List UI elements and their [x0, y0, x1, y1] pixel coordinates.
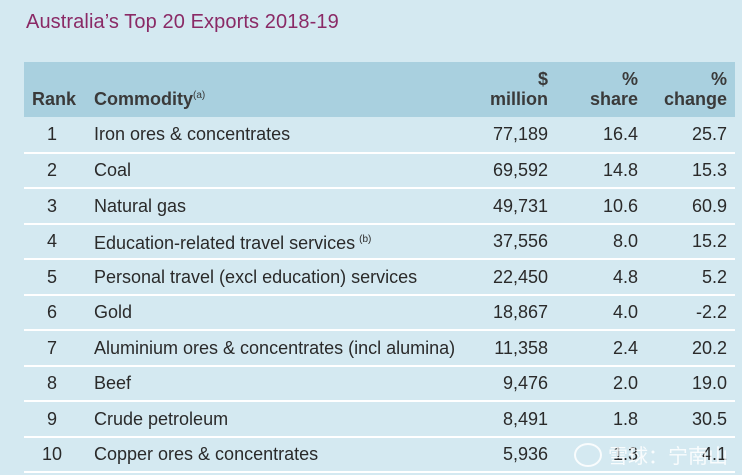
- change-cell: 15.2: [691, 231, 727, 252]
- share-cell: 4.8: [612, 266, 638, 287]
- rank-cell: 3: [46, 195, 57, 216]
- watermark-text: 雪球：宁南山: [608, 446, 728, 468]
- table-row: 6 Gold 18,867 4.0 -2.2: [24, 295, 735, 331]
- page-title: Australia’s Top 20 Exports 2018-19: [26, 11, 339, 33]
- header-value-line2: million: [490, 89, 548, 109]
- rank-cell: 7: [46, 337, 57, 358]
- value-cell: 5,936: [502, 444, 548, 465]
- header-change-line1: %: [710, 69, 727, 89]
- commodity-cell: Iron ores & concentrates: [86, 117, 466, 153]
- value-cell: 8,491: [502, 408, 548, 429]
- commodity-label: Beef: [94, 373, 132, 394]
- header-row: Rank Commodity(a) $ million % share % chang…: [24, 62, 735, 117]
- value-cell: 49,731: [492, 195, 548, 216]
- rank-cell: 1: [46, 124, 57, 145]
- rank-cell: 10: [41, 444, 63, 465]
- watermark: 雪球：宁南山: [574, 440, 728, 469]
- commodity-cell: Crude petroleum: [86, 401, 466, 437]
- header-value-line1: $: [537, 69, 548, 89]
- table-row: 5 Personal travel (excl education) servic…: [24, 259, 735, 295]
- table-row: 1 Iron ores & concentrates 77,189 16.4 25.7: [24, 117, 735, 153]
- change-cell: 20.2: [691, 337, 727, 358]
- rank-cell: 9: [46, 408, 57, 429]
- table-row: 8 Beef 9,476 2.0 19.0: [24, 366, 735, 402]
- table-header: Rank Commodity(a) $ million % share % chang…: [24, 62, 735, 117]
- commodity-label: Copper ores & concentrates: [94, 444, 319, 465]
- table-row: 7 Aluminium ores & concentrates (incl alu…: [24, 330, 735, 366]
- rank-cell: 5: [46, 266, 57, 287]
- commodity-cell: Education-related travel services (b): [86, 224, 466, 260]
- header-commodity: Commodity(a): [86, 62, 466, 117]
- value-cell: 18,867: [492, 302, 548, 323]
- share-cell: 10.6: [602, 195, 638, 216]
- table-row: 10 Copper ores & concentrates 5,936 1.3 4.1: [24, 437, 735, 473]
- rank-cell: 8: [46, 373, 57, 394]
- table-row: 3 Natural gas 49,731 10.6 60.9: [24, 188, 735, 224]
- share-cell: 8.0: [612, 231, 638, 252]
- commodity-cell: Copper ores & concentrates: [86, 437, 466, 473]
- change-cell: 5.2: [701, 266, 727, 287]
- change-cell: 4.1: [701, 444, 727, 465]
- exports-table: Rank Commodity(a) $ million % share % chang…: [24, 62, 735, 473]
- share-cell: 2.0: [612, 373, 638, 394]
- rank-cell: 2: [46, 160, 57, 181]
- snowball-logo-icon: [574, 442, 602, 467]
- value-cell: 9,476: [502, 373, 548, 394]
- header-commodity-label: Commodity: [94, 89, 193, 109]
- commodity-label: Iron ores & concentrates: [94, 124, 291, 145]
- table-row: 4 Education-related travel services (b) 37,…: [24, 224, 735, 260]
- commodity-label: Education-related travel services: [94, 232, 356, 253]
- share-cell: 1.8: [612, 408, 638, 429]
- rank-cell: 6: [46, 302, 57, 323]
- table-row: 9 Crude petroleum 8,491 1.8 30.5: [24, 401, 735, 437]
- value-cell: 37,556: [492, 231, 548, 252]
- share-cell: 16.4: [602, 124, 638, 145]
- value-cell: 69,592: [492, 160, 548, 181]
- commodity-label: Gold: [94, 302, 133, 323]
- commodity-cell: Personal travel (excl education) service…: [86, 259, 466, 295]
- commodity-cell: Beef: [86, 366, 466, 402]
- value-cell: 77,189: [492, 124, 548, 145]
- share-cell: 4.0: [612, 302, 638, 323]
- rank-cell: 4: [46, 231, 57, 252]
- commodity-label: Coal: [94, 160, 132, 181]
- header-change-line2: change: [663, 89, 727, 109]
- change-cell: 30.5: [691, 408, 727, 429]
- change-cell: 60.9: [691, 195, 727, 216]
- commodity-cell: Aluminium ores & concentrates (incl alum…: [86, 330, 466, 366]
- commodity-label: Natural gas: [94, 195, 187, 216]
- share-cell: 14.8: [602, 160, 638, 181]
- value-cell: 22,450: [492, 266, 548, 287]
- share-cell: 1.3: [612, 444, 638, 465]
- commodity-note: (b): [359, 233, 372, 245]
- commodity-cell: Gold: [86, 295, 466, 331]
- header-change: % change: [646, 62, 735, 117]
- header-share: % share: [556, 62, 646, 117]
- header-share-line2: share: [589, 89, 638, 109]
- commodity-cell: Natural gas: [86, 188, 466, 224]
- commodity-label: Personal travel (excl education) service…: [94, 266, 418, 287]
- header-rank: Rank: [32, 89, 77, 109]
- header-value: $ million: [466, 62, 556, 117]
- table-body: 1 Iron ores & concentrates 77,189 16.4 25.7 2…: [24, 117, 735, 472]
- commodity-cell: Coal: [86, 153, 466, 189]
- change-cell: 25.7: [691, 124, 727, 145]
- header-share-line1: %: [621, 69, 638, 89]
- change-cell: 19.0: [691, 373, 727, 394]
- commodity-label: Crude petroleum: [94, 408, 229, 429]
- value-cell: 11,358: [494, 337, 548, 358]
- commodity-label: Aluminium ores & concentrates (incl alum…: [94, 337, 456, 358]
- header-commodity-note: (a): [193, 90, 206, 101]
- change-cell: -2.2: [695, 302, 727, 323]
- change-cell: 15.3: [691, 160, 727, 181]
- share-cell: 2.4: [612, 337, 638, 358]
- table-row: 2 Coal 69,592 14.8 15.3: [24, 153, 735, 189]
